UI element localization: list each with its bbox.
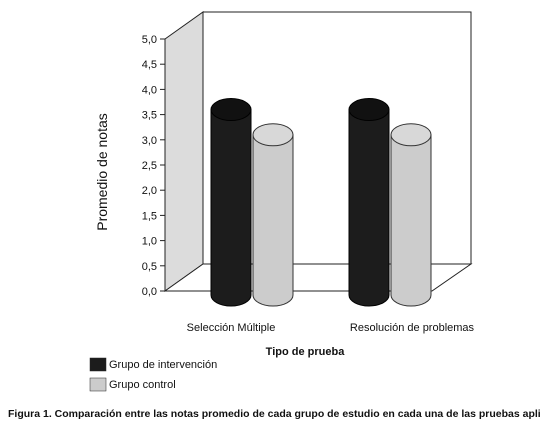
x-axis-labels: Selección Múltiple Resolución de problema…	[187, 322, 475, 334]
bar	[390, 134, 432, 307]
bar	[210, 109, 252, 307]
legend-label: Grupo control	[109, 379, 176, 391]
bar	[252, 134, 294, 307]
y-tick-label: 2,5	[142, 160, 157, 172]
y-tick-label: 0,5	[142, 261, 157, 273]
chart-bars	[210, 98, 432, 307]
y-tick-label: 0,0	[142, 286, 157, 298]
x-tick-label: Resolución de problemas	[350, 322, 475, 334]
y-tick-label: 3,0	[142, 135, 157, 147]
bar-top	[348, 98, 390, 122]
y-tick-label: 4,5	[142, 59, 157, 71]
x-tick-label: Selección Múltiple	[187, 322, 276, 334]
y-tick-label: 5,0	[142, 34, 157, 46]
y-tick-label: 3,5	[142, 110, 157, 122]
y-axis: 0,0 0,5 1,0 1,5 2,0 2,5 3,0 3,5 4,0 4,5 5,0	[142, 34, 166, 298]
legend: Grupo de intervención Grupo control	[89, 357, 217, 392]
bar-top	[252, 123, 294, 147]
x-axis-title: Tipo de prueba	[266, 346, 346, 358]
figure-caption: Figura 1. Comparación entre las notas pr…	[8, 408, 541, 420]
bar-top	[390, 123, 432, 147]
y-tick-label: 1,5	[142, 210, 157, 222]
y-tick-label: 1,0	[142, 236, 157, 248]
bar-top	[210, 98, 252, 122]
y-tick-label: 4,0	[142, 84, 157, 96]
y-axis-title: Promedio de notas	[94, 113, 110, 231]
legend-swatch	[89, 357, 107, 372]
bar	[348, 109, 390, 307]
y-tick-label: 2,0	[142, 185, 157, 197]
legend-swatch	[89, 377, 107, 392]
legend-label: Grupo de intervención	[109, 359, 217, 371]
left-wall	[164, 11, 204, 292]
